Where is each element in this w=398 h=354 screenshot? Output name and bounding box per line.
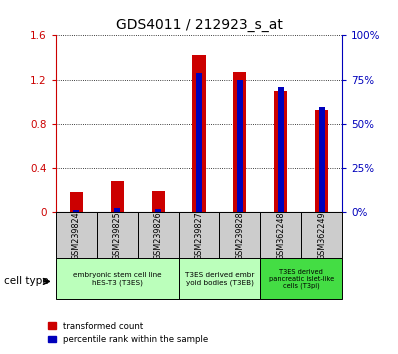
Text: GSM362248: GSM362248: [276, 211, 285, 260]
FancyBboxPatch shape: [56, 258, 179, 299]
Text: cell type: cell type: [4, 276, 49, 286]
Bar: [114, 208, 120, 212]
Bar: [315, 109, 328, 212]
Text: T3ES derived embr
yoid bodies (T3EB): T3ES derived embr yoid bodies (T3EB): [185, 272, 254, 286]
FancyBboxPatch shape: [260, 212, 301, 258]
Text: GSM239825: GSM239825: [113, 211, 122, 260]
Text: GSM362249: GSM362249: [317, 211, 326, 260]
FancyBboxPatch shape: [97, 212, 138, 258]
Text: GSM239828: GSM239828: [236, 211, 244, 260]
FancyBboxPatch shape: [301, 212, 342, 258]
Bar: [274, 91, 287, 212]
Bar: [193, 55, 205, 212]
FancyBboxPatch shape: [56, 212, 97, 258]
FancyBboxPatch shape: [138, 212, 179, 258]
Bar: [233, 72, 246, 212]
Text: GSM239827: GSM239827: [195, 211, 203, 260]
Text: GSM239826: GSM239826: [154, 211, 162, 260]
Bar: [196, 73, 202, 212]
FancyBboxPatch shape: [179, 258, 260, 299]
Bar: [152, 192, 165, 212]
Bar: [111, 181, 124, 212]
FancyBboxPatch shape: [260, 258, 342, 299]
FancyBboxPatch shape: [219, 212, 260, 258]
Bar: [319, 107, 325, 212]
Bar: [70, 193, 83, 212]
Bar: [73, 210, 79, 212]
Bar: [237, 80, 243, 212]
Bar: [155, 209, 161, 212]
Bar: [278, 87, 284, 212]
Legend: transformed count, percentile rank within the sample: transformed count, percentile rank withi…: [44, 318, 212, 347]
Text: GSM239824: GSM239824: [72, 211, 81, 260]
FancyBboxPatch shape: [179, 212, 219, 258]
Text: T3ES derived
pancreatic islet-like
cells (T3pi): T3ES derived pancreatic islet-like cells…: [269, 269, 334, 289]
Title: GDS4011 / 212923_s_at: GDS4011 / 212923_s_at: [115, 18, 283, 32]
Text: embryonic stem cell line
hES-T3 (T3ES): embryonic stem cell line hES-T3 (T3ES): [73, 272, 162, 286]
